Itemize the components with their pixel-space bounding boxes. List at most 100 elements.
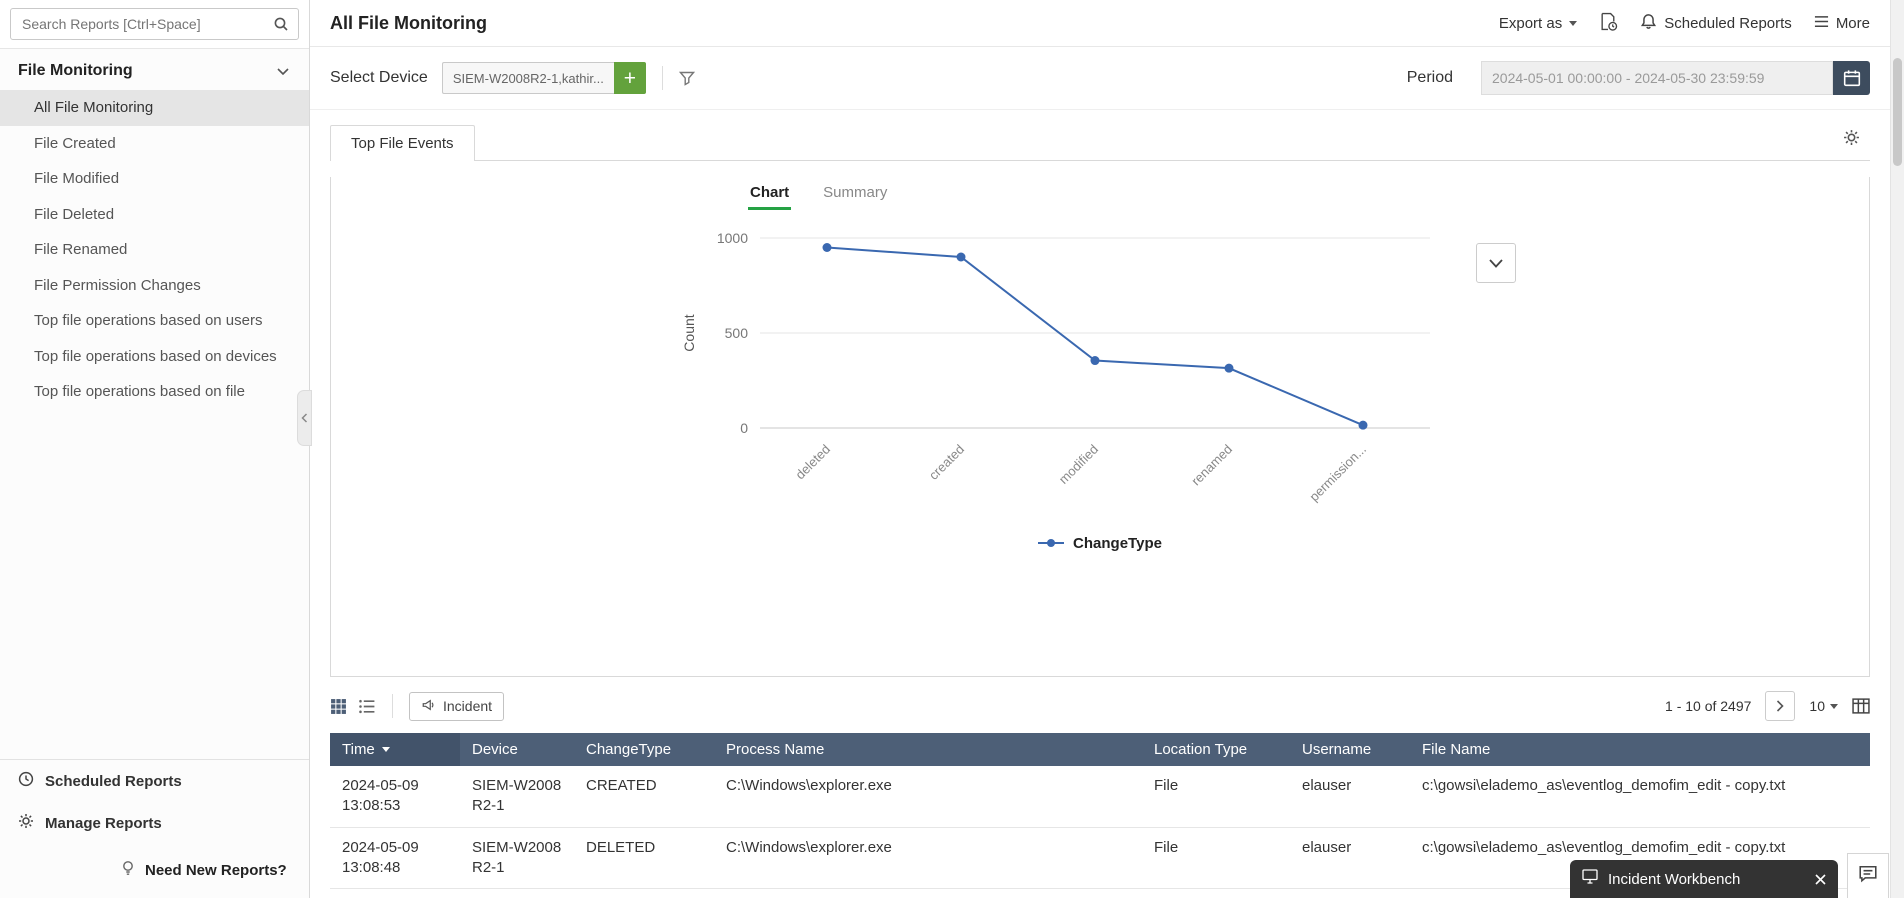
more-icon — [1814, 15, 1829, 32]
sidebar-collapse-handle[interactable] — [297, 390, 312, 446]
sidebar-nav: All File Monitoring File Created File Mo… — [0, 90, 309, 410]
sidebar-item-file-deleted[interactable]: File Deleted — [34, 205, 115, 223]
sidebar: File Monitoring All File Monitoring File… — [0, 0, 310, 898]
cell-process-name: C:\Windows\explorer.exe — [726, 838, 892, 856]
select-device-label: Select Device — [330, 69, 428, 86]
incident-workbench-icon — [1582, 869, 1598, 889]
incident-button[interactable]: Incident — [409, 691, 505, 721]
chart-type-dropdown-button[interactable] — [1476, 243, 1516, 283]
sidebar-item-top-ops-devices[interactable]: Top file operations based on devices — [34, 347, 277, 365]
column-header-username[interactable]: Username — [1302, 741, 1372, 758]
more-button[interactable]: More — [1814, 15, 1870, 32]
column-settings-icon[interactable] — [1852, 698, 1870, 714]
search-input[interactable] — [20, 15, 273, 33]
topbar: All File Monitoring Export as Scheduled … — [310, 0, 1890, 47]
grid-view-icon[interactable] — [330, 698, 347, 715]
cell-device: SIEM-W2008R2-1 — [472, 777, 562, 815]
cell-changetype: CREATED — [586, 777, 657, 794]
more-label: More — [1835, 14, 1870, 32]
svg-text:Count: Count — [681, 314, 697, 351]
gear-icon — [18, 813, 34, 833]
chat-bubble-icon — [1858, 864, 1878, 889]
svg-text:1000: 1000 — [717, 230, 748, 246]
column-header-label: Time — [342, 741, 375, 758]
cell-file-name: c:\gowsi\elademo_as\eventlog_demofim_edi… — [1422, 838, 1786, 856]
sidebar-item-all-file-monitoring[interactable]: All File Monitoring — [0, 90, 309, 126]
chart-legend[interactable]: ChangeType — [660, 535, 1540, 552]
tab-top-file-events[interactable]: Top File Events — [330, 125, 475, 161]
table-row[interactable]: 2024-05-09 13:08:53 SIEM-W2008R2-1 CREAT… — [330, 766, 1870, 828]
column-header-file-name[interactable]: File Name — [1422, 741, 1491, 758]
sidebar-section-file-monitoring[interactable]: File Monitoring — [0, 49, 309, 90]
export-schedule-icon — [1599, 12, 1618, 35]
scheduled-reports-label: Scheduled Reports — [45, 772, 182, 790]
table-header-row: Time Device ChangeType Process Name Loca… — [330, 733, 1870, 766]
page-title: All File Monitoring — [330, 12, 487, 33]
next-page-button[interactable] — [1765, 691, 1796, 721]
svg-text:permission...: permission... — [1306, 442, 1369, 505]
incident-workbench-title: Incident Workbench — [1608, 870, 1741, 888]
vertical-scrollbar[interactable] — [1890, 0, 1904, 898]
period-filter: Period — [1407, 61, 1870, 95]
incident-label: Incident — [443, 698, 493, 714]
column-header-process-name[interactable]: Process Name — [726, 741, 825, 758]
need-new-reports-link[interactable]: Need New Reports? — [0, 844, 309, 898]
cell-location-type: File — [1154, 838, 1179, 856]
calendar-button[interactable] — [1833, 61, 1870, 95]
scheduled-reports-top-label: Scheduled Reports — [1664, 14, 1792, 32]
sidebar-item-top-ops-users[interactable]: Top file operations based on users — [34, 312, 263, 329]
feedback-chat-button[interactable] — [1847, 853, 1889, 898]
table-row[interactable]: 2024-05-09 13:08:48 SIEM-W2008R2-1 DELET… — [330, 828, 1870, 889]
export-as-button[interactable]: Export as — [1498, 14, 1578, 32]
filter-funnel-icon[interactable] — [678, 71, 695, 86]
sidebar-item-file-modified[interactable]: File Modified — [34, 170, 120, 187]
sidebar-scheduled-reports[interactable]: Scheduled Reports — [0, 760, 309, 802]
close-icon[interactable] — [1815, 873, 1826, 885]
scheduled-reports-button[interactable]: Scheduled Reports — [1640, 13, 1792, 34]
export-as-label: Export as — [1498, 14, 1563, 32]
sidebar-item-file-permission-changes[interactable]: File Permission Changes — [34, 276, 201, 294]
cell-file-name: c:\gowsi\elademo_as\eventlog_demofim_edi… — [1422, 777, 1786, 794]
search-icon[interactable] — [273, 16, 289, 32]
legend-label: ChangeType — [1073, 535, 1162, 552]
export-schedule-button[interactable] — [1599, 12, 1618, 35]
table-toolbar-left: Incident — [330, 691, 505, 721]
svg-text:created: created — [926, 442, 967, 483]
column-header-changetype[interactable]: ChangeType — [586, 741, 672, 758]
top-file-events-panel: Top File Events Chart Summary 0 500 1000 Co… — [330, 124, 1870, 677]
cell-device: SIEM-W2008R2-1 — [460, 889, 574, 898]
page-size-dropdown[interactable]: 10 — [1809, 698, 1838, 714]
column-header-time[interactable]: Time — [330, 733, 460, 766]
events-table: Time Device ChangeType Process Name Loca… — [330, 733, 1870, 898]
caret-down-icon — [1569, 20, 1578, 26]
line-chart: 0 500 1000 Count deleted created modified renam… — [681, 230, 1430, 505]
sidebar-manage-reports[interactable]: Manage Reports — [0, 802, 309, 844]
chart-block: Chart Summary 0 500 1000 Count deleted create… — [660, 177, 1540, 552]
list-view-icon[interactable] — [359, 699, 376, 714]
scrollbar-thumb[interactable] — [1893, 58, 1902, 166]
incident-workbench-bar[interactable]: Incident Workbench — [1570, 860, 1838, 898]
incident-icon — [421, 698, 436, 715]
tab-summary[interactable]: Summary — [823, 184, 888, 201]
column-header-device[interactable]: Device — [472, 741, 518, 758]
sidebar-item-top-ops-file[interactable]: Top file operations based on file — [34, 383, 245, 400]
sidebar-item-file-created[interactable]: File Created — [34, 134, 116, 152]
cell-device: SIEM-W2008R2-1 — [472, 838, 562, 876]
cell-location-type: File — [1142, 889, 1290, 898]
bell-icon — [1640, 13, 1657, 34]
cell-time: 2024-05-09 13:08:48 — [342, 838, 419, 876]
panel-settings-gear-icon[interactable] — [1833, 129, 1870, 160]
page-size-value: 10 — [1809, 698, 1825, 714]
period-range-input[interactable] — [1481, 61, 1833, 95]
table-toolbar: Incident 1 - 10 of 2497 10 — [330, 689, 1870, 723]
report-search-box[interactable] — [10, 8, 299, 40]
period-label: Period — [1406, 69, 1453, 86]
tab-chart[interactable]: Chart — [748, 177, 792, 210]
sidebar-item-file-renamed[interactable]: File Renamed — [34, 241, 128, 258]
divider — [392, 694, 393, 718]
device-chip-value[interactable]: SIEM-W2008R2-1,kathir... — [441, 62, 614, 94]
add-device-button[interactable]: + — [613, 62, 646, 94]
column-header-location-type[interactable]: Location Type — [1154, 741, 1248, 758]
lightbulb-icon — [120, 860, 136, 880]
